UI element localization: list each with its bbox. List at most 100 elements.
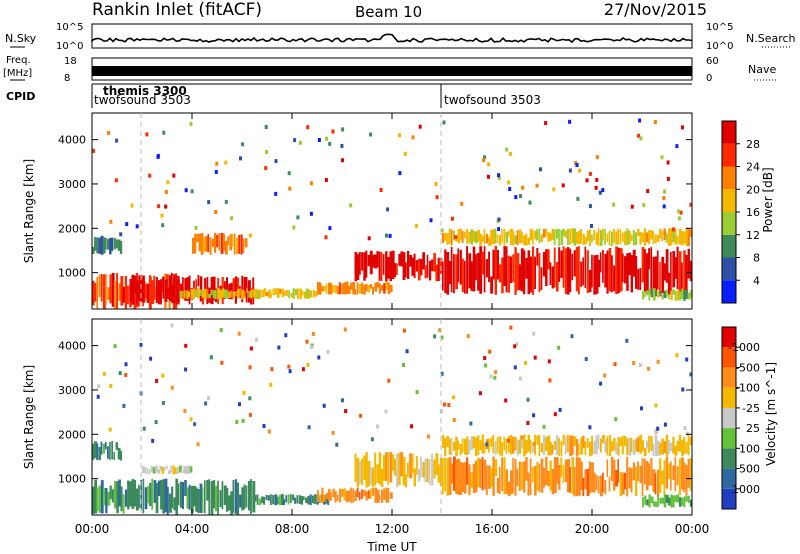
- velocity-data-streak: [219, 490, 222, 508]
- power-data-streak: [595, 254, 599, 294]
- power-data-streak: [279, 288, 282, 294]
- velocity-data-streak: [383, 488, 386, 500]
- velocity-data-streak: [496, 478, 500, 494]
- velocity-data-streak: [663, 441, 666, 453]
- power-data-streak: [345, 281, 349, 295]
- power-data-pixel: [588, 171, 592, 176]
- velocity-data-streak: [165, 465, 168, 470]
- power-data-streak: [328, 282, 331, 295]
- velocity-data-streak: [173, 497, 176, 511]
- velocity-data-streak: [107, 446, 109, 459]
- power-data-streak: [107, 238, 110, 250]
- power-data-streak: [188, 291, 190, 298]
- power-data-streak: [466, 229, 469, 244]
- velocity-data-streak: [648, 494, 651, 508]
- velocity-data-streak: [615, 470, 619, 487]
- power-data-streak: [339, 282, 341, 295]
- velocity-data-streak: [580, 461, 583, 490]
- power-data-streak: [117, 239, 121, 251]
- velocity-data-pixel: [547, 359, 551, 364]
- power-data-streak: [107, 287, 110, 300]
- power-data-streak: [547, 232, 550, 242]
- nave-tick-top: 60: [706, 56, 719, 67]
- power-data-streak: [195, 289, 198, 297]
- power-data-streak: [175, 275, 178, 305]
- power-data-streak: [259, 289, 262, 299]
- power-data-streak: [270, 293, 273, 298]
- power-data-streak: [104, 237, 107, 250]
- power-data-streak: [439, 257, 443, 274]
- velocity-colorbar-segment: [722, 407, 736, 429]
- velocity-data-streak: [193, 485, 196, 507]
- velocity-data-streak: [431, 453, 434, 486]
- power-data-streak: [564, 230, 568, 239]
- velocity-data-pixel: [122, 403, 126, 408]
- power-data-streak: [158, 280, 161, 305]
- velocity-data-streak: [131, 479, 135, 509]
- power-data-streak: [586, 250, 589, 293]
- power-data-pixel: [224, 160, 228, 165]
- velocity-data-streak: [556, 457, 559, 484]
- velocity-data-streak: [639, 465, 642, 484]
- power-data-streak: [212, 290, 216, 299]
- velocity-data-streak: [531, 466, 534, 483]
- power-data-streak: [244, 238, 248, 248]
- power-data-streak: [393, 263, 397, 278]
- velocity-data-streak: [150, 466, 154, 473]
- velocity-data-streak: [135, 488, 139, 511]
- velocity-data-pixel: [654, 403, 658, 408]
- velocity-data-streak: [659, 443, 662, 455]
- power-data-pixel: [539, 167, 542, 172]
- velocity-data-streak: [448, 438, 451, 455]
- power-data-streak: [558, 228, 560, 246]
- velocity-data-streak: [584, 469, 587, 490]
- power-data-streak: [668, 294, 670, 300]
- velocity-data-streak: [610, 441, 614, 452]
- power-data-streak: [240, 234, 243, 255]
- velocity-data-pixel: [520, 435, 524, 440]
- power-data-pixel: [454, 235, 458, 240]
- power-data-streak: [507, 230, 510, 237]
- cpid-label: CPID: [6, 90, 35, 103]
- velocity-data-streak: [151, 478, 154, 510]
- power-data-streak: [404, 262, 407, 278]
- power-data-streak: [223, 289, 227, 299]
- power-data-pixel: [677, 216, 681, 221]
- velocity-data-pixel: [488, 349, 492, 354]
- velocity-data-streak: [274, 494, 278, 506]
- power-data-streak: [277, 288, 280, 298]
- power-data-streak: [485, 259, 489, 278]
- power-data-pixel: [162, 130, 166, 135]
- power-data-pixel: [274, 159, 278, 164]
- velocity-data-streak: [161, 466, 164, 474]
- velocity-data-streak: [527, 472, 530, 496]
- power-data-streak: [676, 290, 680, 301]
- velocity-data-streak: [525, 440, 528, 454]
- power-data-pixel: [115, 138, 119, 143]
- velocity-data-streak: [181, 469, 183, 473]
- cpid-program-1: twofsound 3503: [94, 93, 191, 107]
- velocity-data-streak: [459, 444, 462, 456]
- power-data-streak: [378, 251, 381, 281]
- velocity-colorbar-tick-label: -100: [735, 382, 760, 395]
- power-data-streak: [461, 231, 464, 243]
- velocity-data-streak: [648, 463, 650, 486]
- power-data-streak: [136, 279, 138, 305]
- velocity-data-streak: [520, 462, 523, 490]
- velocity-data-streak: [608, 435, 611, 456]
- velocity-data-streak: [341, 488, 344, 497]
- velocity-data-streak: [510, 470, 513, 495]
- power-data-streak: [494, 228, 497, 243]
- velocity-xtick-label: 04:00: [175, 522, 210, 536]
- beam-title: Beam 10: [355, 3, 422, 21]
- velocity-data-pixel: [570, 334, 574, 339]
- power-data-pixel: [109, 219, 113, 224]
- power-data-streak: [361, 252, 364, 271]
- power-data-pixel: [317, 138, 321, 142]
- velocity-data-streak: [499, 466, 501, 494]
- velocity-data-pixel: [588, 425, 592, 430]
- velocity-data-streak: [142, 478, 145, 514]
- power-data-streak: [571, 228, 575, 244]
- power-data-streak: [560, 229, 564, 245]
- velocity-data-streak: [595, 474, 598, 491]
